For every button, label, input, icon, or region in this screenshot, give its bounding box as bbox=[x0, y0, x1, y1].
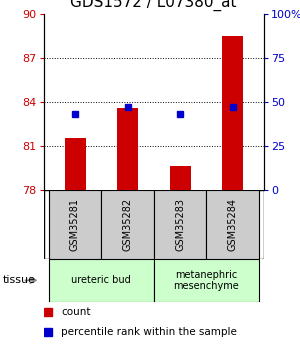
Text: metanephric
mesenchyme: metanephric mesenchyme bbox=[173, 269, 239, 291]
Bar bbox=[117, 108, 138, 190]
Bar bbox=[64, 138, 86, 190]
Text: GSM35283: GSM35283 bbox=[175, 198, 185, 251]
Text: GSM35284: GSM35284 bbox=[227, 198, 238, 251]
Text: count: count bbox=[61, 307, 91, 317]
FancyBboxPatch shape bbox=[154, 190, 206, 259]
FancyBboxPatch shape bbox=[206, 190, 259, 259]
Bar bbox=[222, 36, 243, 190]
FancyBboxPatch shape bbox=[101, 190, 154, 259]
Bar bbox=[169, 166, 190, 190]
Text: GSM35281: GSM35281 bbox=[70, 198, 80, 251]
Text: tissue: tissue bbox=[3, 275, 36, 285]
FancyBboxPatch shape bbox=[49, 259, 154, 302]
Text: ureteric bud: ureteric bud bbox=[71, 275, 131, 285]
Text: GSM35282: GSM35282 bbox=[122, 198, 133, 251]
Title: GDS1572 / L07380_at: GDS1572 / L07380_at bbox=[70, 0, 237, 11]
FancyBboxPatch shape bbox=[154, 259, 259, 302]
FancyBboxPatch shape bbox=[44, 190, 264, 259]
Text: percentile rank within the sample: percentile rank within the sample bbox=[61, 327, 237, 337]
FancyBboxPatch shape bbox=[49, 190, 101, 259]
